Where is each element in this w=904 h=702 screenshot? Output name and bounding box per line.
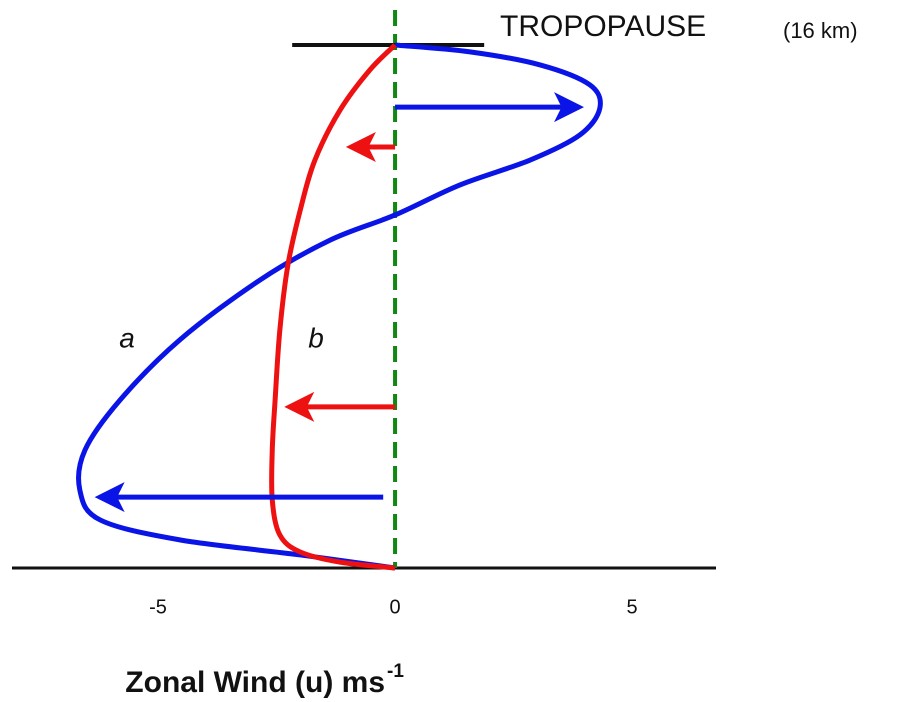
series-label: a xyxy=(119,322,135,353)
profile-line xyxy=(76,42,603,571)
chart-title: TROPOPAUSE xyxy=(500,10,706,43)
x-tick-label: -5 xyxy=(149,596,167,618)
series-label: b xyxy=(308,322,324,353)
x-axis-label: Zonal Wind (u) ms xyxy=(125,666,385,699)
profile-line xyxy=(269,43,397,571)
x-tick-label: 5 xyxy=(627,596,638,618)
chart-subtitle: (16 km) xyxy=(783,18,858,43)
x-tick-label: 0 xyxy=(389,596,400,618)
x-axis-label-superscript: -1 xyxy=(387,661,404,682)
